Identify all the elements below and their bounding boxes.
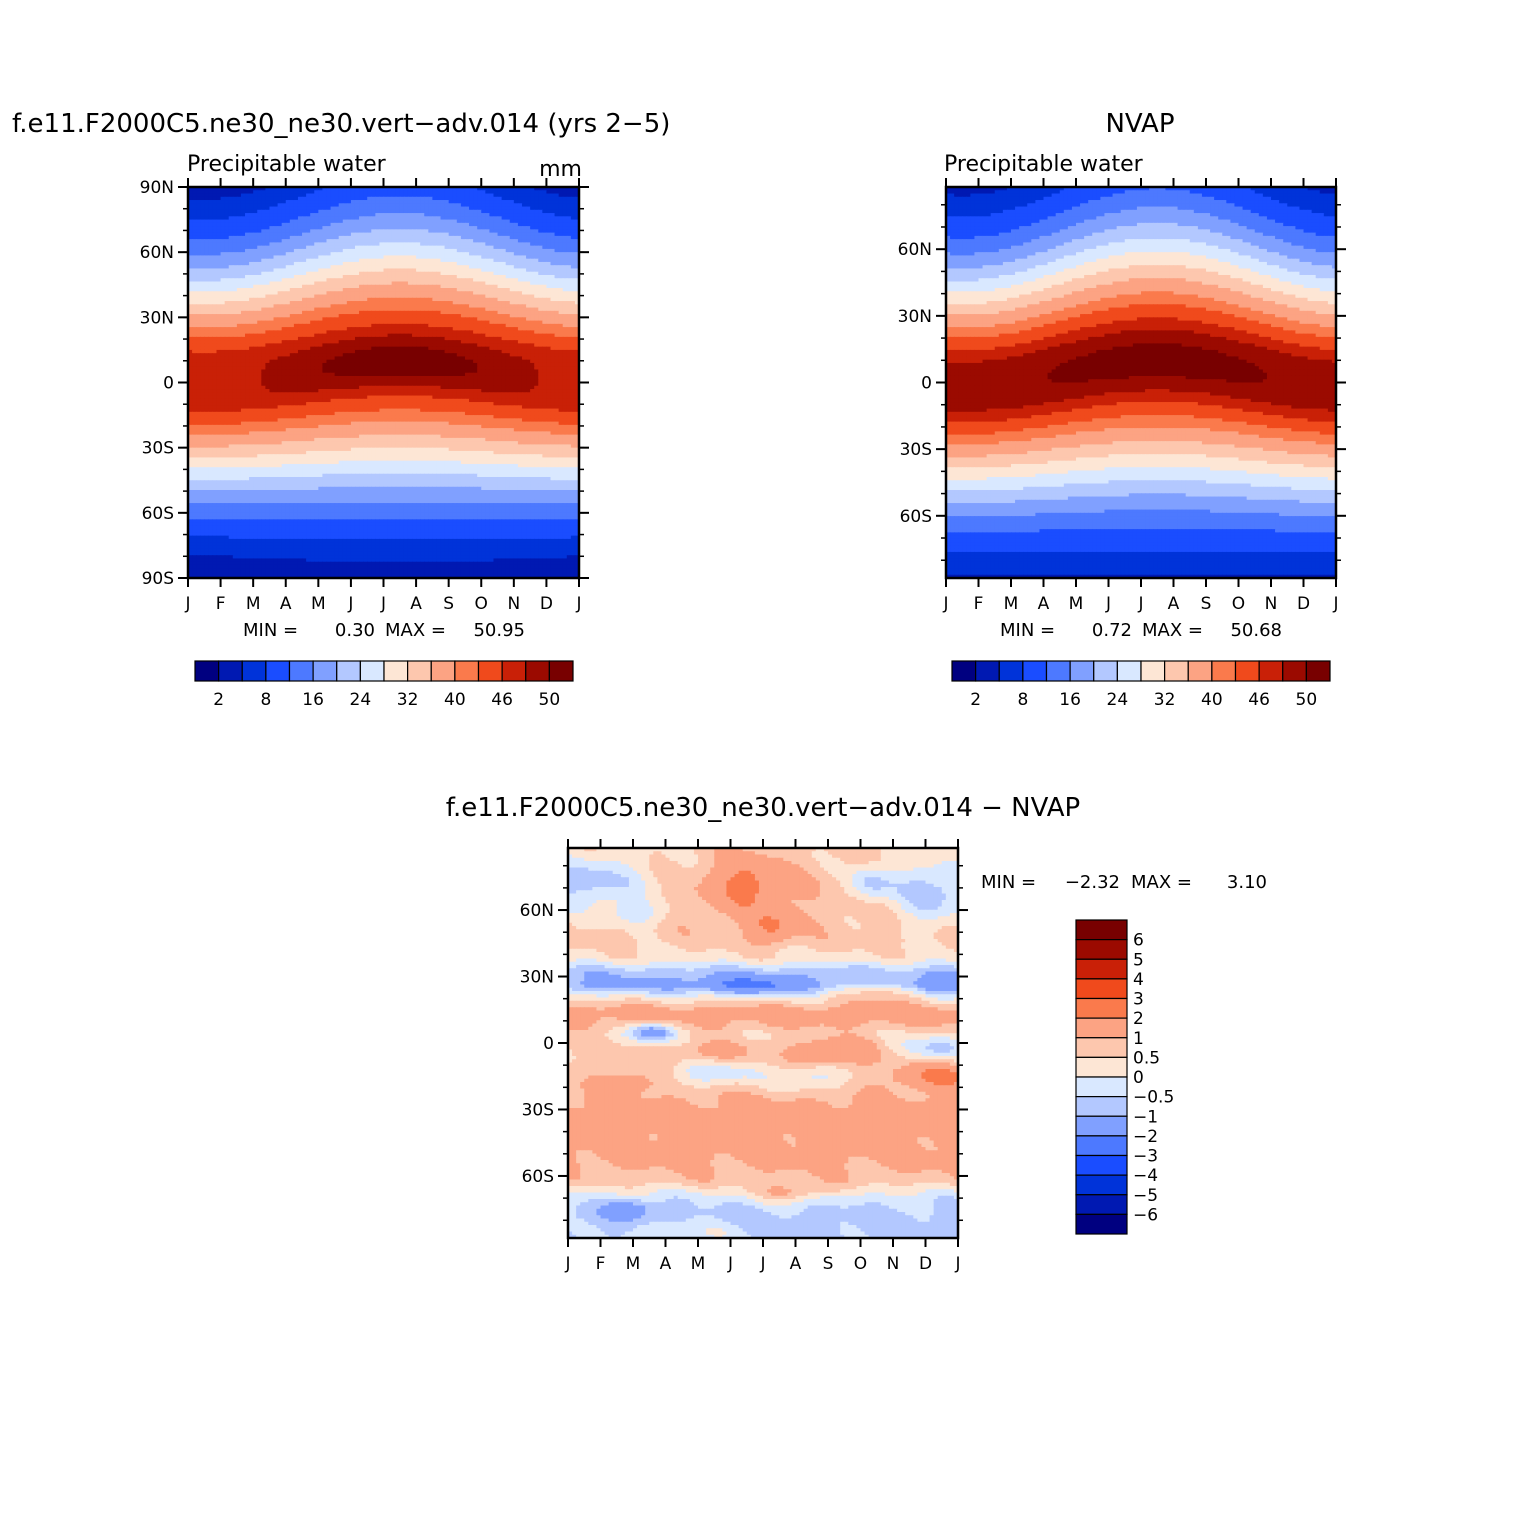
figure-canvas: f.e11.F2000C5.ne30_ne30.vert−adv.014 (yr… <box>0 0 1525 1525</box>
panel-model-title: f.e11.F2000C5.ne30_ne30.vert−adv.014 (yr… <box>12 109 670 139</box>
panel-model-variable-label: Precipitable water <box>187 152 387 177</box>
panel-model-contour-field <box>188 187 580 579</box>
